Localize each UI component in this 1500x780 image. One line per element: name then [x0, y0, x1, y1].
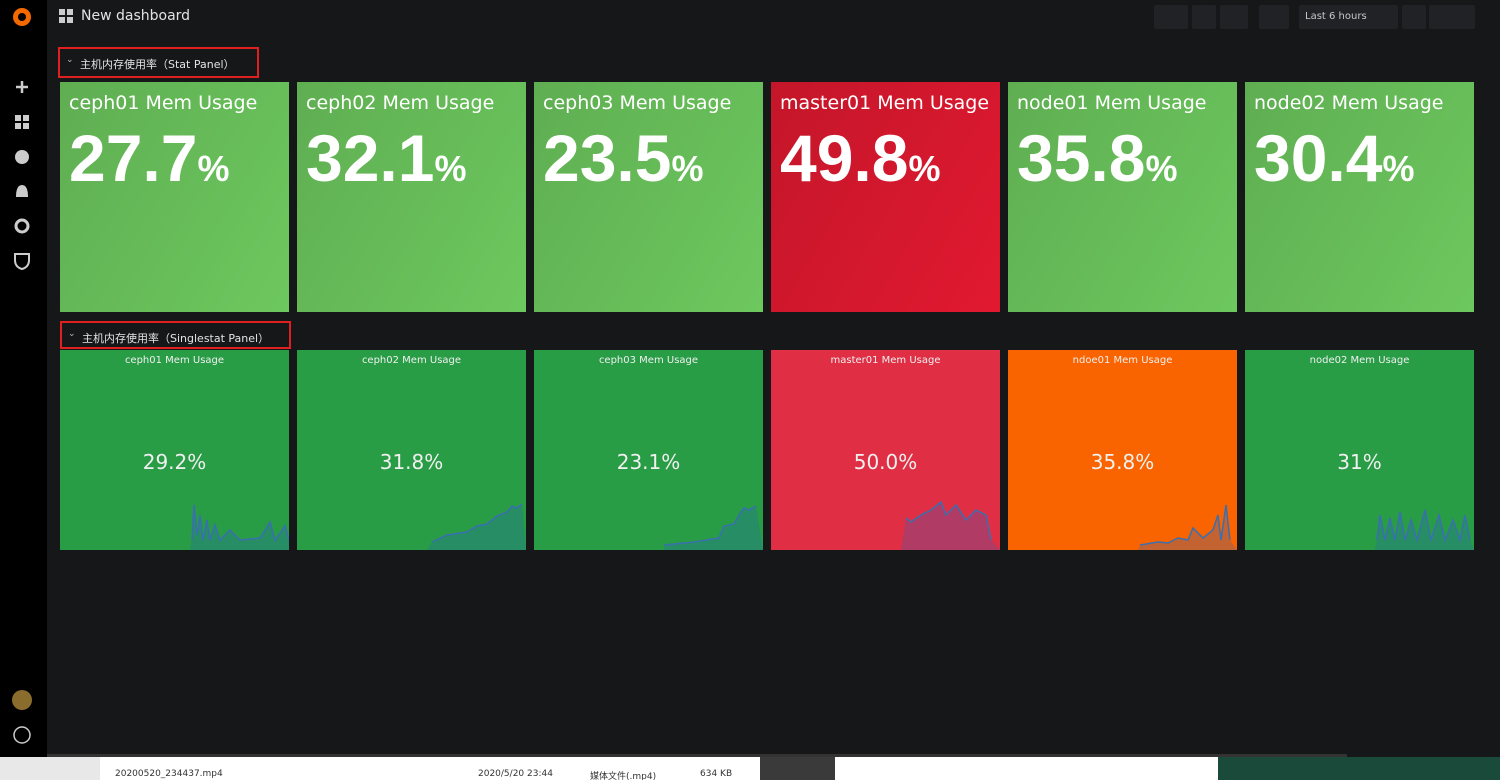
stat-value: 27.7% [69, 120, 229, 196]
panel-title[interactable]: ceph01 Mem Usage [124, 355, 225, 366]
stat-value: 35.8% [1090, 450, 1155, 474]
panel-title[interactable]: ceph01 Mem Usage [69, 92, 258, 114]
singlestat-panel[interactable]: ndoe01 Mem Usage 35.8% [1008, 350, 1237, 550]
sidebar [0, 0, 47, 757]
zoom-button[interactable] [1402, 5, 1426, 29]
stat-value: 31.8% [379, 450, 444, 474]
stat-panel[interactable]: ceph01 Mem Usage 27.7% [60, 82, 289, 312]
file-date: 2020/5/20 23:44 [478, 769, 553, 779]
sparkline [901, 500, 1000, 550]
admin-icon[interactable] [14, 253, 30, 271]
panel-title[interactable]: master01 Mem Usage [780, 92, 990, 114]
create-icon[interactable] [16, 81, 28, 93]
value-number: 30.4 [1254, 121, 1383, 195]
value-unit: % [908, 148, 941, 189]
panel-title[interactable]: ceph03 Mem Usage [543, 92, 732, 114]
value-unit: % [671, 148, 704, 189]
alerting-icon[interactable] [16, 185, 28, 197]
tv-mode-button[interactable] [1259, 5, 1289, 29]
file-name: 20200520_234437.mp4 [115, 769, 223, 779]
panel-title[interactable]: ceph03 Mem Usage [598, 355, 699, 366]
explore-icon[interactable] [15, 150, 29, 164]
sparkline [1138, 504, 1237, 550]
stat-value: 50.0% [853, 450, 918, 474]
stat-panel[interactable]: node02 Mem Usage 30.4% [1245, 82, 1474, 312]
sparkline-area [190, 505, 289, 550]
sidebar-icons [12, 8, 32, 744]
panel-title[interactable]: node02 Mem Usage [1309, 355, 1410, 366]
save-button[interactable] [1192, 5, 1216, 29]
sparkline-area [1138, 505, 1237, 550]
panel-title[interactable]: ceph02 Mem Usage [306, 92, 495, 114]
row-title[interactable]: 主机内存使用率（Stat Panel） [80, 58, 235, 71]
value-unit: % [1382, 148, 1415, 189]
stat-value: 31% [1337, 450, 1382, 474]
user-avatar[interactable] [12, 690, 32, 710]
stat-value: 32.1% [306, 120, 466, 196]
panel-title[interactable]: node02 Mem Usage [1254, 92, 1444, 114]
refresh-button[interactable] [1429, 5, 1475, 29]
singlestat-panel[interactable]: master01 Mem Usage 50.0% [771, 350, 1000, 550]
help-icon[interactable] [13, 726, 31, 744]
panel-title[interactable]: master01 Mem Usage [830, 355, 941, 366]
value-number: 32.1 [306, 121, 435, 195]
file-kind: 媒体文件(.mp4) [590, 772, 657, 780]
file-size: 634 KB [700, 769, 733, 779]
sparkline [427, 503, 526, 550]
topbar: New dashboard Last 6 hours [47, 0, 1500, 36]
dashboards-icon[interactable] [15, 115, 29, 129]
row-header[interactable]: ⌄ 主机内存使用率（Singlestat Panel） [60, 321, 291, 349]
value-number: 23.5 [543, 121, 672, 195]
sparkline-area [901, 502, 1000, 550]
stat-panel[interactable]: master01 Mem Usage 49.8% [771, 82, 1000, 312]
value-number: 35.8 [1017, 121, 1146, 195]
stat-value: 23.5% [543, 120, 703, 196]
time-range[interactable]: Last 6 hours [1305, 11, 1367, 22]
stat-value: 29.2% [142, 450, 207, 474]
row-header[interactable]: ⌄ 主机内存使用率（Stat Panel） [58, 47, 259, 78]
singlestat-panel[interactable]: ceph02 Mem Usage 31.8% [297, 350, 526, 550]
value-unit: % [434, 148, 467, 189]
desktop-strip: 20200520_234437.mp4 2020/5/20 23:44 媒体文件… [0, 757, 1500, 780]
panel-title[interactable]: ndoe01 Mem Usage [1072, 355, 1173, 366]
value-unit: % [1145, 148, 1178, 189]
panel-title[interactable]: node01 Mem Usage [1017, 92, 1207, 114]
stat-value: 49.8% [780, 120, 940, 196]
config-icon[interactable] [14, 218, 30, 234]
sparkline-line [1376, 509, 1471, 543]
sparkline [1375, 509, 1474, 550]
scrollbar[interactable] [47, 754, 1347, 757]
row-title[interactable]: 主机内存使用率（Singlestat Panel） [82, 332, 270, 345]
stat-panel[interactable]: ceph03 Mem Usage 23.5% [534, 82, 763, 312]
dashboard-title[interactable]: New dashboard [81, 8, 191, 24]
singlestat-panel[interactable]: ceph03 Mem Usage 23.1% [534, 350, 763, 550]
settings-button[interactable] [1220, 5, 1248, 29]
sparkline-line [905, 500, 992, 541]
dashboard-icon [59, 9, 73, 23]
singlestat-panel[interactable]: ceph01 Mem Usage 29.2% [60, 350, 289, 550]
singlestat-panel[interactable]: node02 Mem Usage 31% [1245, 350, 1474, 550]
add-panel-button[interactable] [1154, 5, 1188, 29]
stat-value: 23.1% [616, 450, 681, 474]
stat-value: 30.4% [1254, 120, 1414, 196]
sparkline-area [1375, 510, 1474, 550]
sparkline [663, 505, 763, 550]
time-picker[interactable] [1299, 5, 1398, 29]
sparkline-line [1139, 504, 1231, 546]
dashboard: New dashboard Last 6 hours ⌄ 主机内存使用率（Stat… [47, 0, 1500, 757]
value-number: 27.7 [69, 121, 198, 195]
value-number: 49.8 [780, 121, 909, 195]
panel-title[interactable]: ceph02 Mem Usage [361, 355, 462, 366]
stat-value: 35.8% [1017, 120, 1177, 196]
sparkline-line [663, 505, 757, 546]
stat-panel[interactable]: node01 Mem Usage 35.8% [1008, 82, 1237, 312]
sparkline-line [431, 503, 523, 543]
sparkline [190, 504, 289, 550]
sparkline-line [191, 504, 289, 542]
value-unit: % [197, 148, 230, 189]
stat-panel[interactable]: ceph02 Mem Usage 32.1% [297, 82, 526, 312]
